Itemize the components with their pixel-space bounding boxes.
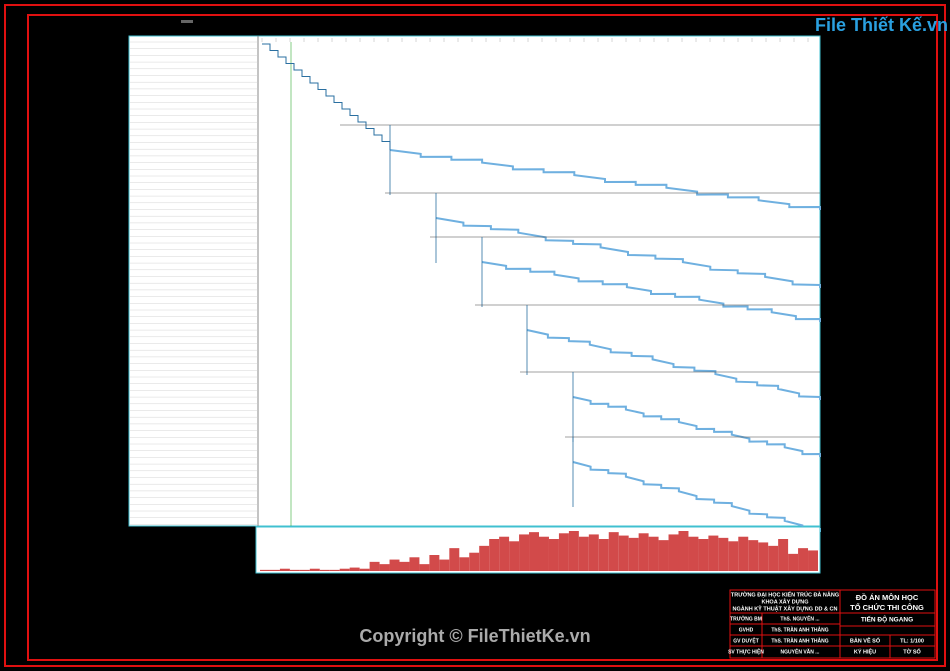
bar [389, 559, 400, 571]
person: ThS. TRẦN ANH THẮNG [771, 625, 828, 633]
bar [260, 569, 270, 571]
gantt-sheet [128, 35, 821, 527]
faculty: KHOA XÂY DỰNG [761, 598, 808, 605]
bar [728, 541, 739, 571]
gantt [129, 38, 821, 532]
bar [668, 534, 679, 571]
task-chain [389, 149, 821, 210]
bar [788, 553, 799, 571]
histogram [260, 531, 818, 571]
bar [718, 537, 729, 571]
bar [449, 548, 460, 571]
role: GV DUYỆT [733, 636, 759, 644]
bar [499, 536, 510, 571]
bar [548, 539, 559, 571]
role: SV THỰC HIỆN [728, 647, 764, 655]
bar [708, 535, 719, 571]
task-chain [481, 261, 821, 322]
bar [379, 564, 390, 571]
task-chain [435, 217, 821, 288]
bar [529, 532, 539, 571]
role: GVHD [739, 627, 754, 633]
bar [409, 557, 420, 571]
bar [628, 537, 639, 571]
title-text: TRƯỜNG ĐẠI HỌC KIẾN TRÚC ĐÀ NẴNG KHOA XÂ… [731, 590, 924, 655]
bar [578, 536, 589, 571]
bar [539, 536, 549, 571]
bar [339, 568, 350, 571]
bar [269, 569, 280, 571]
bar [698, 539, 709, 571]
bar [558, 533, 569, 571]
bar [798, 548, 809, 571]
title-block [729, 589, 936, 659]
bar [479, 545, 490, 571]
task-chain [526, 329, 821, 400]
marker [181, 20, 193, 23]
bar [419, 564, 430, 571]
task-chain [572, 461, 821, 532]
bar [748, 540, 759, 571]
bar [618, 535, 629, 571]
bar [648, 536, 659, 571]
bar [808, 550, 818, 571]
bar [469, 552, 480, 571]
sheet-no: TỜ SỐ [903, 647, 921, 655]
bar [349, 567, 360, 571]
bar [439, 559, 450, 571]
logo: File Thiết Kế.vn [815, 15, 948, 35]
bar [329, 569, 340, 571]
bar [489, 539, 500, 571]
bar [319, 569, 330, 571]
drawing-name: TIẾN ĐỘ NGANG [861, 614, 913, 624]
critical-path [262, 43, 391, 150]
inner-frame [27, 14, 938, 661]
bar [299, 569, 310, 571]
bar [459, 557, 470, 571]
copyright: Copyright © FileThietKe.vn [359, 626, 590, 646]
person: ThS. TRẦN ANH THẮNG [771, 636, 828, 644]
role: TRƯỞNG BM [730, 615, 762, 622]
bar [279, 568, 290, 571]
scale: TL: 1/100 [900, 638, 924, 644]
person: ThS. NGUYỄN ... [780, 615, 820, 622]
bar [429, 555, 440, 571]
bar [778, 539, 789, 571]
bar [658, 540, 669, 571]
code-label: KÝ HIỆU [854, 647, 876, 655]
bar [678, 531, 689, 571]
bar [519, 534, 530, 571]
task-chain [572, 396, 821, 457]
outer-frame [4, 4, 946, 667]
bar [588, 534, 599, 571]
project: ĐỒ ÁN MÔN HỌC [856, 592, 919, 602]
bar [758, 542, 769, 571]
bar [289, 569, 300, 571]
bar [598, 539, 609, 571]
bar [309, 568, 320, 571]
bar [369, 561, 380, 571]
bar [568, 531, 579, 571]
bar [738, 536, 749, 571]
bar [688, 536, 699, 571]
bar [768, 545, 779, 571]
person: NGUYỄN VĂN ... [781, 648, 821, 655]
sheet-label: BẢN VẼ SỐ [850, 637, 881, 644]
bar [608, 532, 619, 571]
bar [638, 533, 649, 571]
school: TRƯỜNG ĐẠI HỌC KIẾN TRÚC ĐÀ NẴNG [731, 590, 839, 598]
bar [359, 568, 370, 571]
bar [399, 561, 410, 571]
subject: TỔ CHỨC THI CÔNG [850, 603, 924, 612]
bar [509, 541, 520, 571]
major: NGÀNH KỸ THUẬT XÂY DỰNG DD & CN [733, 605, 838, 612]
